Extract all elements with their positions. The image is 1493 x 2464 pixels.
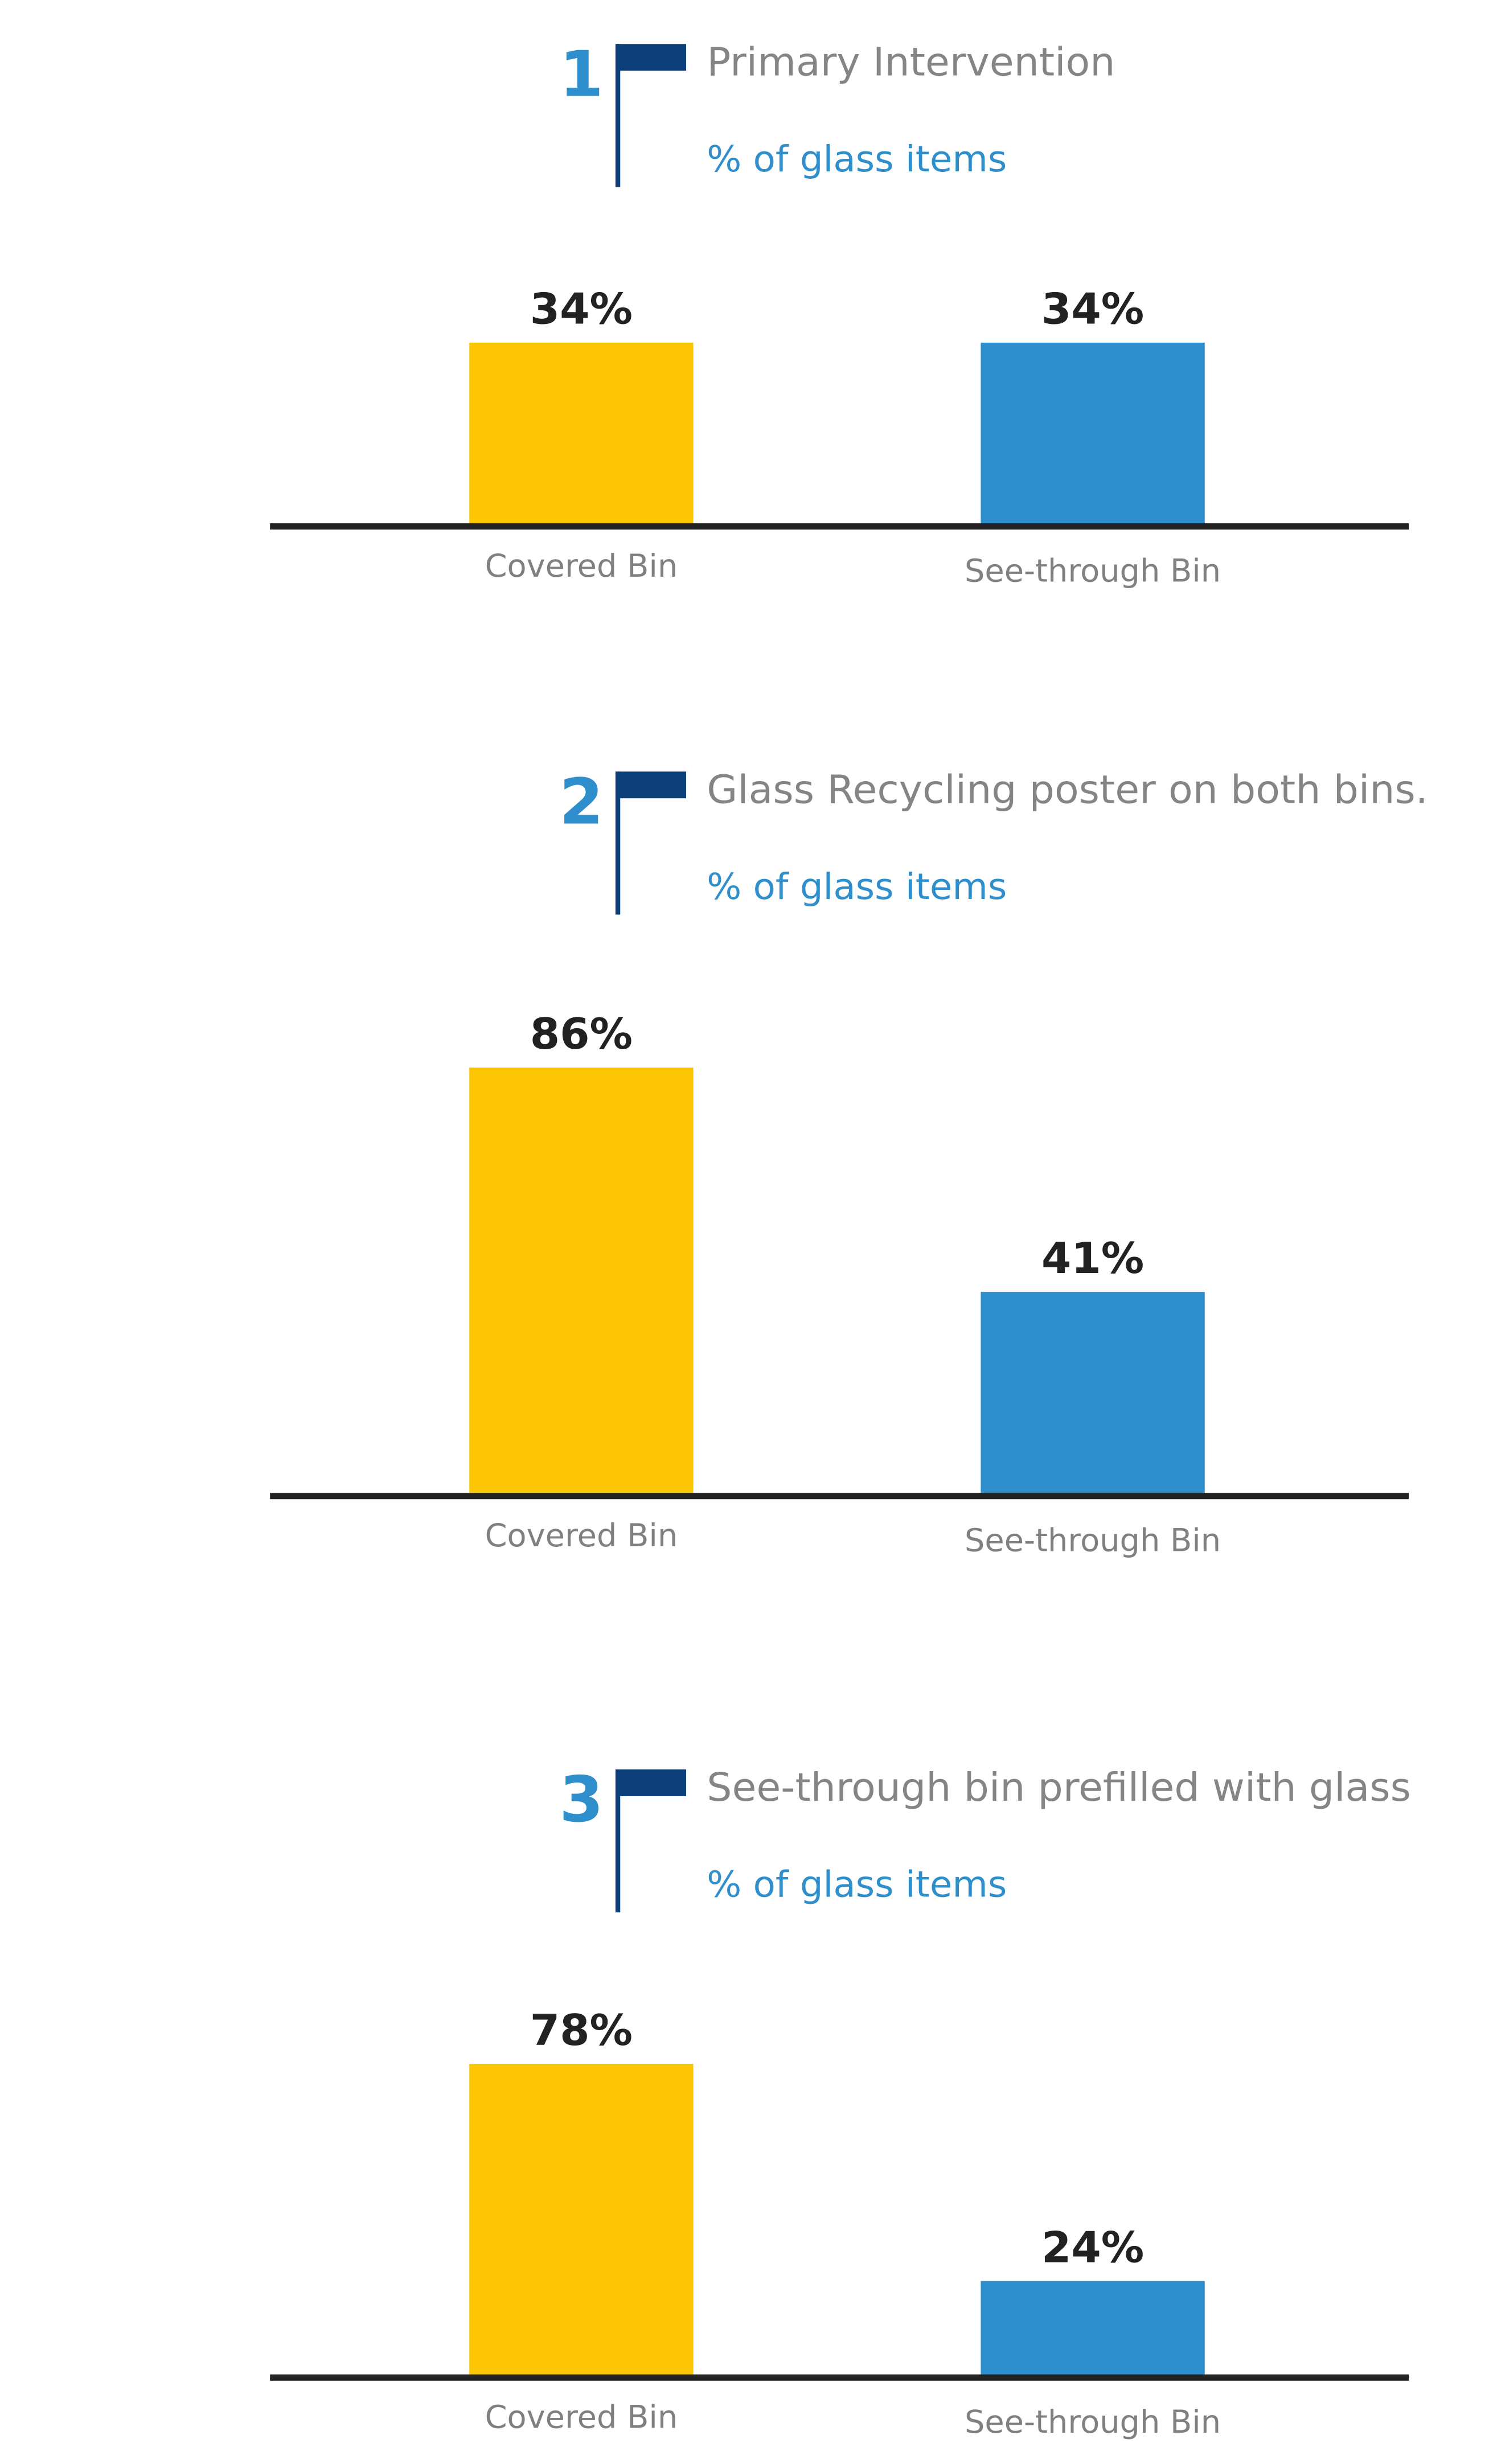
panel-number: 3 bbox=[559, 1764, 604, 1837]
bar bbox=[981, 342, 1205, 527]
value-label: 34% bbox=[1041, 284, 1144, 334]
value-label: 78% bbox=[530, 2005, 633, 2055]
bar bbox=[981, 1291, 1205, 1496]
flag bbox=[616, 771, 687, 799]
panel-title: Glass Recycling poster on both bins. bbox=[707, 767, 1428, 813]
value-label: 34% bbox=[530, 284, 633, 334]
category-label: Covered Bin bbox=[485, 2399, 678, 2436]
panel-title: See-through bin prefilled with glass bbox=[707, 1765, 1411, 1811]
flag bbox=[616, 44, 687, 71]
value-label: 24% bbox=[1041, 2223, 1144, 2273]
category-label: See-through Bin bbox=[965, 553, 1221, 590]
bar bbox=[981, 2281, 1205, 2378]
category-label: See-through Bin bbox=[965, 2404, 1221, 2441]
panel-subtitle: % of glass items bbox=[707, 1864, 1007, 1906]
bar bbox=[469, 1067, 694, 1496]
category-label: Covered Bin bbox=[485, 548, 678, 585]
bar bbox=[469, 342, 694, 527]
panel-number: 2 bbox=[559, 766, 604, 839]
bar bbox=[469, 2064, 694, 2378]
panel-number: 1 bbox=[559, 38, 604, 111]
panel-subtitle: % of glass items bbox=[707, 866, 1007, 908]
flag bbox=[616, 1769, 687, 1796]
category-label: Covered Bin bbox=[485, 1517, 678, 1554]
panel-title: Primary Intervention bbox=[707, 40, 1115, 85]
value-label: 41% bbox=[1041, 1233, 1144, 1283]
panel-subtitle: % of glass items bbox=[707, 138, 1007, 180]
category-label: See-through Bin bbox=[965, 1522, 1221, 1559]
value-label: 86% bbox=[530, 1009, 633, 1059]
